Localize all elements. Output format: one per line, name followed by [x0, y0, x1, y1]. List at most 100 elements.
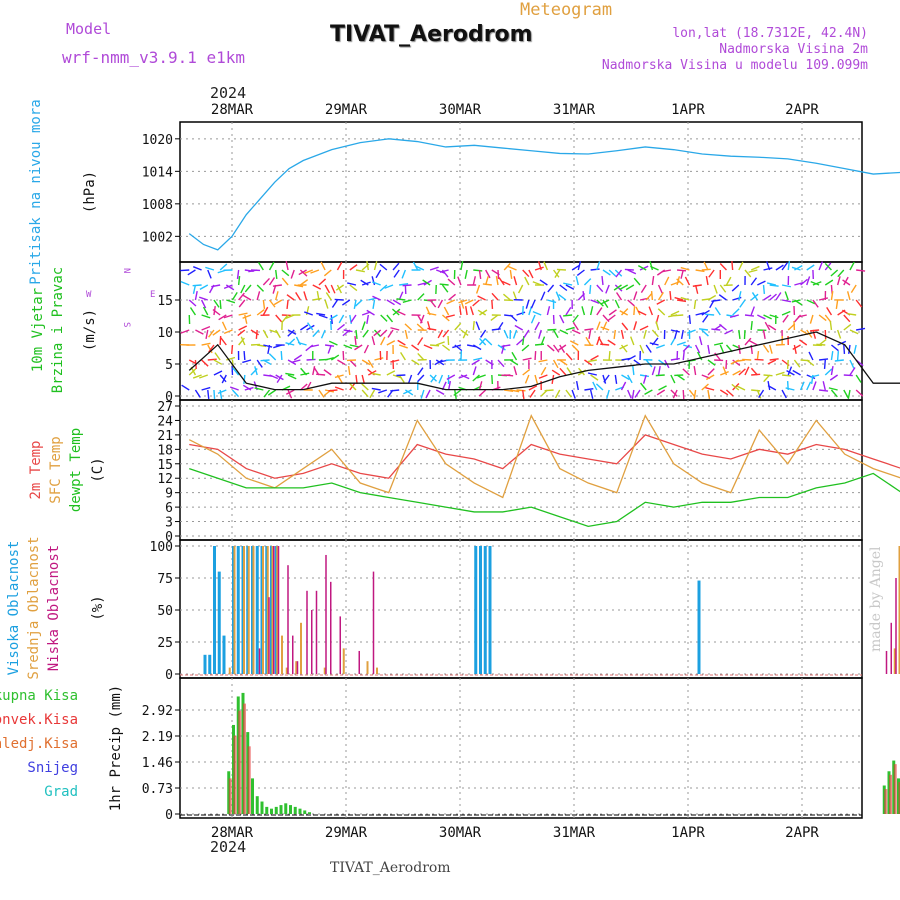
wind-arrow: [767, 384, 777, 391]
wind-arrow: [361, 389, 369, 398]
wind-arrow: [411, 359, 420, 366]
wind-arrow: [750, 265, 760, 271]
cloud-axis-title-high: Visoka Oblacnost: [6, 541, 22, 676]
wind-arrow: [836, 329, 842, 339]
wind-arrow: [281, 269, 290, 277]
wind-arrow: [676, 299, 687, 303]
wind-arrow: [441, 284, 449, 293]
wind-arrow: [372, 299, 376, 309]
wind-arrow: [649, 342, 659, 346]
wind-arrow: [390, 327, 400, 331]
cloud-bar-0: [236, 546, 240, 674]
wind-arrow: [738, 291, 742, 301]
wind-arrow: [670, 310, 680, 316]
wind-arrow: [316, 312, 326, 316]
wind-arrow: [207, 389, 210, 400]
wind-arrow: [552, 359, 559, 369]
wind-arrow: [784, 291, 789, 301]
wind-arrow: [300, 372, 310, 376]
wind-arrow: [262, 329, 269, 339]
wind-arrow: [361, 321, 366, 331]
wind-arrow: [273, 299, 283, 306]
wind-arrow: [360, 279, 369, 286]
wind-arrow: [306, 358, 316, 361]
wind-arrow: [208, 329, 215, 338]
wind-arrow: [479, 309, 488, 316]
wind-arrow: [472, 366, 477, 376]
wind-arrow: [544, 389, 554, 392]
day-tick-label-top: 28MAR: [211, 102, 254, 118]
wind-arrow: [632, 365, 635, 376]
wind-arrow: [558, 344, 567, 351]
wind-arrow: [624, 268, 634, 271]
wind-arrow: [349, 383, 357, 391]
wind-arrow: [316, 373, 326, 376]
wind-arrow: [596, 261, 601, 271]
wind-arrow: [830, 366, 834, 376]
wind-arrow: [525, 299, 530, 309]
temp-series-line-1: [188, 414, 900, 499]
wind-arrow: [725, 276, 732, 286]
precip-bar-1: [233, 735, 237, 814]
wind-arrow: [637, 265, 647, 271]
wind-axis-title-1: 10m Vjetar: [30, 288, 46, 372]
wind-arrow: [217, 389, 227, 395]
wind-arrow: [192, 284, 197, 294]
wind-arrow: [830, 290, 834, 301]
wind-arrow: [507, 265, 517, 271]
wind-arrow: [354, 335, 357, 346]
wind-arrow: [744, 337, 752, 346]
wind-arrow: [347, 365, 351, 376]
wind-arrow: [640, 284, 647, 293]
wind-arrow: [649, 261, 654, 271]
cloud-bar-2: [372, 571, 375, 674]
day-tick-label-top: 1APR: [671, 102, 705, 118]
wind-arrow: [608, 269, 617, 277]
cloud-bar-1: [285, 667, 288, 674]
wind-arrow: [848, 344, 851, 355]
wind-arrow: [751, 292, 758, 301]
precip-bar-1: [243, 703, 246, 814]
wind-arrow: [680, 269, 684, 279]
wind-arrow: [299, 269, 308, 277]
wind-arrow: [475, 284, 481, 294]
wind-arrow: [661, 269, 672, 273]
wind-arrow: [530, 299, 536, 309]
panel-frame-2: [179, 399, 863, 541]
wind-arrow: [482, 283, 492, 286]
precip-bar-0: [293, 806, 297, 814]
wind-arrow: [655, 374, 665, 377]
wind-arrow: [736, 385, 746, 391]
wind-arrow: [286, 299, 289, 310]
wind-arrow: [386, 370, 396, 376]
wind-arrow: [590, 374, 599, 381]
wind-arrow: [676, 278, 684, 286]
precip-legend-item-1: Konvek.Kisa: [0, 712, 78, 728]
wind-arrow: [656, 389, 666, 396]
wind-arrow: [849, 261, 855, 271]
wind-arrow: [281, 277, 289, 286]
cloud-bar-1: [252, 546, 255, 674]
wind-arrow: [212, 329, 221, 336]
wind-arrow: [297, 341, 307, 346]
precip-y-tick-label: 0.73: [142, 782, 173, 797]
wind-arrow: [571, 264, 581, 271]
wind-arrow: [707, 344, 711, 354]
wind-arrow: [335, 284, 345, 291]
wind-arrow: [429, 299, 437, 308]
wind-arrow: [334, 386, 344, 391]
wind-arrow: [327, 344, 332, 354]
wind-arrow: [750, 306, 755, 316]
wind-arrow: [539, 279, 548, 286]
wind-arrow: [275, 314, 283, 323]
wind-arrow: [459, 305, 462, 316]
cloud-bar-1: [898, 546, 900, 674]
precip-bar-0: [298, 808, 302, 814]
wind-arrow: [781, 262, 788, 271]
wind-arrow: [225, 284, 235, 291]
wind-arrow: [656, 299, 666, 305]
wind-arrow: [554, 389, 561, 399]
wind-arrow: [614, 374, 618, 385]
wind-arrow: [547, 299, 557, 304]
wind-arrow: [510, 389, 520, 393]
